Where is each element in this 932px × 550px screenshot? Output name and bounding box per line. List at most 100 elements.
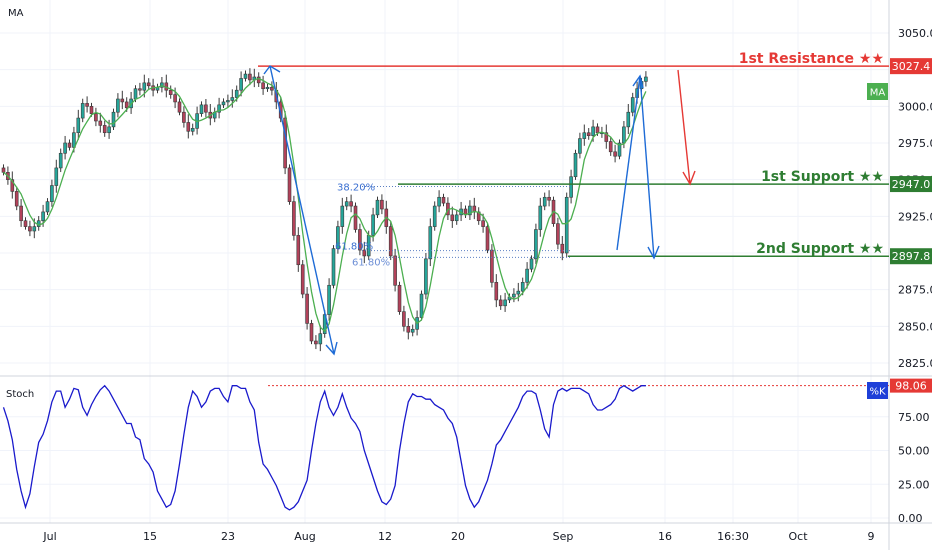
candle — [542, 192, 547, 211]
candle — [644, 71, 648, 87]
time-tick-label: Oct — [788, 530, 808, 543]
candle — [490, 244, 494, 288]
candle — [410, 324, 415, 337]
fib-arrow-down[interactable] — [269, 65, 335, 355]
candle — [578, 132, 582, 159]
candle — [525, 262, 529, 289]
candle — [617, 139, 622, 160]
svg-text:%K: %K — [869, 387, 886, 398]
candle — [419, 290, 424, 321]
candle — [23, 217, 28, 230]
candle — [14, 186, 19, 211]
candle — [261, 75, 265, 95]
fib-61b-label: 61.80% — [352, 257, 390, 268]
candle — [28, 220, 32, 237]
price-tick-label: 2975.00 — [898, 137, 932, 150]
candle — [432, 201, 437, 231]
candles-layer — [1, 68, 648, 352]
candle — [534, 223, 538, 264]
candle — [265, 83, 270, 92]
stoch-axis[interactable]: 75.00 50.00 25.00 0.00 — [898, 411, 930, 525]
stoch-k-line — [2, 384, 646, 511]
time-tick-label: Sep — [553, 530, 574, 543]
stoch-value-tag: 98.06 — [890, 378, 932, 393]
candle — [476, 207, 481, 225]
candle — [287, 164, 292, 205]
candle — [375, 196, 380, 218]
support-2-label: 2nd Support ★★ — [756, 241, 884, 257]
fib-arrow-down-head — [325, 341, 338, 356]
candle — [36, 216, 41, 231]
svg-text:3027.4: 3027.4 — [892, 60, 931, 73]
candle — [80, 98, 85, 123]
candle — [529, 255, 534, 273]
candle — [19, 199, 23, 227]
candle — [349, 194, 353, 213]
candle — [547, 190, 551, 207]
candle — [58, 148, 63, 173]
candle — [76, 109, 81, 140]
candle — [102, 120, 107, 137]
candle — [138, 82, 142, 96]
resistance-1-tag: 3027.4 — [890, 58, 932, 75]
candle — [569, 169, 573, 204]
chart-grid — [0, 0, 889, 523]
candle — [190, 123, 195, 136]
candle — [212, 107, 217, 123]
candle — [50, 179, 54, 207]
candle — [393, 248, 397, 292]
candle — [98, 112, 103, 133]
svg-text:2897.8: 2897.8 — [892, 250, 931, 263]
candle — [111, 108, 116, 130]
candle — [331, 245, 336, 289]
candle — [608, 136, 613, 156]
candle — [362, 241, 367, 264]
candle — [582, 124, 587, 146]
candle — [353, 202, 358, 233]
projection-arrow-up[interactable] — [616, 75, 641, 251]
stoch-indicator-label: Stoch — [6, 389, 34, 400]
candle — [45, 198, 50, 216]
candle — [226, 94, 230, 108]
candle — [340, 197, 345, 234]
candle — [186, 114, 191, 139]
candle — [292, 195, 296, 241]
candle — [556, 217, 560, 250]
candle — [243, 70, 248, 82]
candle — [468, 200, 472, 220]
price-tick-label: 2825.00 — [898, 357, 932, 370]
candle — [626, 103, 631, 135]
k-badge[interactable]: %K — [867, 382, 888, 399]
candle — [116, 93, 120, 118]
stoch-tick-label: 75.00 — [898, 411, 930, 424]
candle — [327, 278, 331, 321]
candle — [314, 335, 318, 350]
support-1-tag: 2947.0 — [890, 176, 932, 193]
time-tick-label: 12 — [378, 530, 392, 543]
candle — [406, 318, 411, 340]
price-axis[interactable]: 3050.003025.003000.002975.002950.002925.… — [898, 27, 932, 370]
candle — [613, 144, 617, 163]
ma-badge[interactable]: MA — [867, 83, 888, 100]
candle — [248, 68, 252, 86]
candle — [586, 128, 591, 140]
target-arrow-head — [682, 170, 696, 186]
moving-average-line — [3, 77, 647, 333]
candle — [318, 325, 323, 352]
time-tick-label: Jul — [42, 530, 56, 543]
projection-arrow-down[interactable] — [639, 75, 655, 259]
annotations-layer — [258, 65, 889, 356]
time-axis[interactable]: Jul 15 23 Aug 12 20 Sep 16 16:30 Oct 9 — [42, 530, 874, 543]
candle — [441, 193, 446, 207]
target-arrow[interactable] — [677, 69, 691, 185]
candle — [560, 235, 565, 261]
candle — [256, 72, 261, 87]
candle — [54, 159, 59, 193]
candle — [63, 135, 67, 160]
candle — [512, 288, 516, 303]
candle — [252, 68, 257, 88]
candle — [155, 83, 160, 94]
candle — [305, 287, 309, 330]
candle — [177, 98, 182, 116]
price-tick-label: 3000.00 — [898, 100, 932, 113]
